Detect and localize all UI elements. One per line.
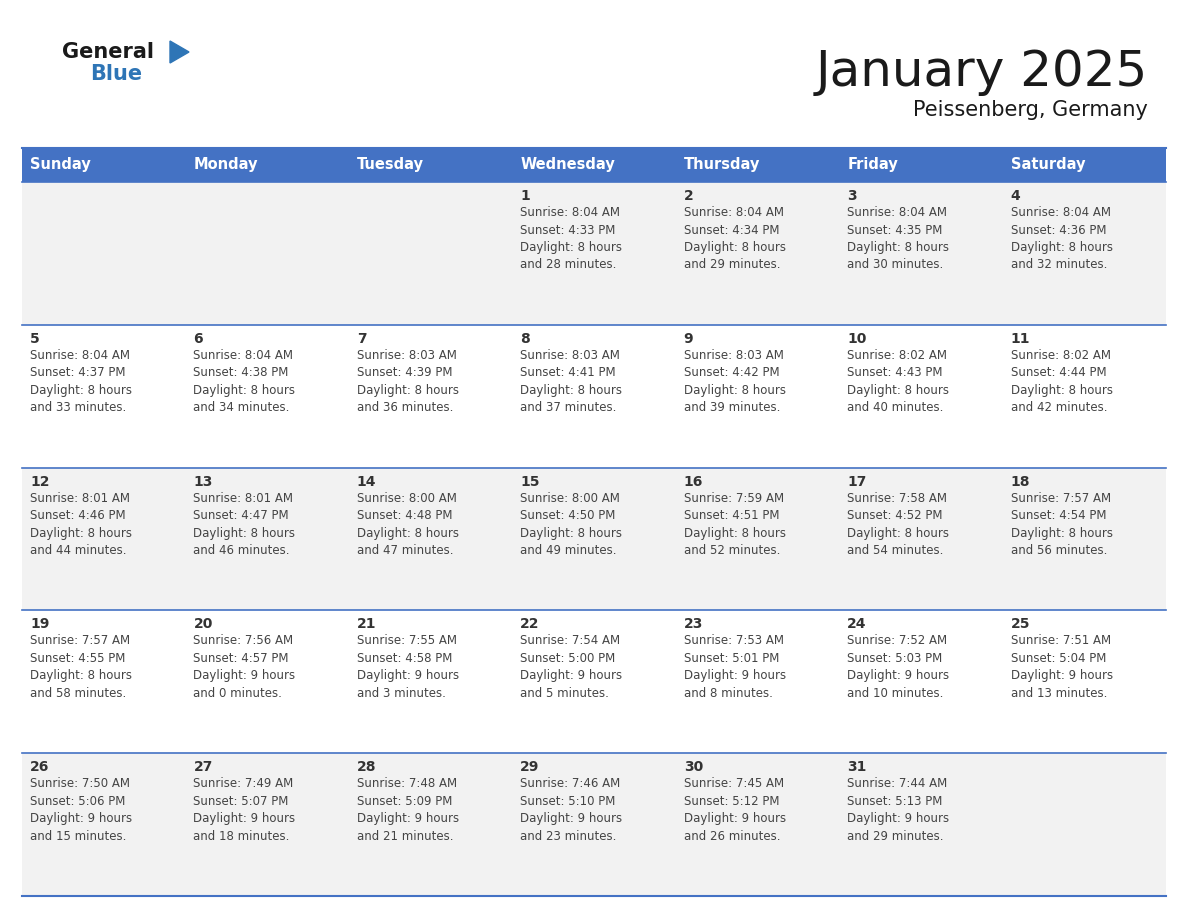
Text: 10: 10 [847, 331, 866, 346]
Text: Sunrise: 8:04 AM
Sunset: 4:37 PM
Daylight: 8 hours
and 33 minutes.: Sunrise: 8:04 AM Sunset: 4:37 PM Dayligh… [30, 349, 132, 414]
Text: 22: 22 [520, 618, 539, 632]
Text: Tuesday: Tuesday [356, 158, 424, 173]
Text: Sunrise: 7:52 AM
Sunset: 5:03 PM
Daylight: 9 hours
and 10 minutes.: Sunrise: 7:52 AM Sunset: 5:03 PM Dayligh… [847, 634, 949, 700]
Text: Thursday: Thursday [684, 158, 760, 173]
Text: Sunrise: 8:04 AM
Sunset: 4:33 PM
Daylight: 8 hours
and 28 minutes.: Sunrise: 8:04 AM Sunset: 4:33 PM Dayligh… [520, 206, 623, 272]
Text: 29: 29 [520, 760, 539, 774]
Text: Sunrise: 7:54 AM
Sunset: 5:00 PM
Daylight: 9 hours
and 5 minutes.: Sunrise: 7:54 AM Sunset: 5:00 PM Dayligh… [520, 634, 623, 700]
Text: 1: 1 [520, 189, 530, 203]
Text: Sunrise: 7:50 AM
Sunset: 5:06 PM
Daylight: 9 hours
and 15 minutes.: Sunrise: 7:50 AM Sunset: 5:06 PM Dayligh… [30, 778, 132, 843]
Text: 25: 25 [1011, 618, 1030, 632]
Text: January 2025: January 2025 [816, 48, 1148, 96]
Text: Blue: Blue [90, 64, 143, 84]
Text: 17: 17 [847, 475, 866, 488]
Text: 24: 24 [847, 618, 866, 632]
Text: Sunrise: 7:53 AM
Sunset: 5:01 PM
Daylight: 9 hours
and 8 minutes.: Sunrise: 7:53 AM Sunset: 5:01 PM Dayligh… [684, 634, 785, 700]
Text: 9: 9 [684, 331, 694, 346]
Text: Sunrise: 7:44 AM
Sunset: 5:13 PM
Daylight: 9 hours
and 29 minutes.: Sunrise: 7:44 AM Sunset: 5:13 PM Dayligh… [847, 778, 949, 843]
Text: Sunrise: 7:46 AM
Sunset: 5:10 PM
Daylight: 9 hours
and 23 minutes.: Sunrise: 7:46 AM Sunset: 5:10 PM Dayligh… [520, 778, 623, 843]
Text: 12: 12 [30, 475, 50, 488]
Polygon shape [170, 41, 189, 63]
Text: Sunrise: 7:56 AM
Sunset: 4:57 PM
Daylight: 9 hours
and 0 minutes.: Sunrise: 7:56 AM Sunset: 4:57 PM Dayligh… [194, 634, 296, 700]
Text: Sunrise: 8:04 AM
Sunset: 4:34 PM
Daylight: 8 hours
and 29 minutes.: Sunrise: 8:04 AM Sunset: 4:34 PM Dayligh… [684, 206, 785, 272]
Bar [23, 148, 1165, 182]
Text: Sunrise: 8:03 AM
Sunset: 4:41 PM
Daylight: 8 hours
and 37 minutes.: Sunrise: 8:03 AM Sunset: 4:41 PM Dayligh… [520, 349, 623, 414]
Text: 13: 13 [194, 475, 213, 488]
Text: 11: 11 [1011, 331, 1030, 346]
Text: Sunrise: 8:00 AM
Sunset: 4:48 PM
Daylight: 8 hours
and 47 minutes.: Sunrise: 8:00 AM Sunset: 4:48 PM Dayligh… [356, 492, 459, 557]
Text: 30: 30 [684, 760, 703, 774]
Text: Sunrise: 8:01 AM
Sunset: 4:47 PM
Daylight: 8 hours
and 46 minutes.: Sunrise: 8:01 AM Sunset: 4:47 PM Dayligh… [194, 492, 296, 557]
Text: 8: 8 [520, 331, 530, 346]
Text: Wednesday: Wednesday [520, 158, 615, 173]
Text: 19: 19 [30, 618, 50, 632]
Text: 26: 26 [30, 760, 50, 774]
Text: Sunrise: 8:03 AM
Sunset: 4:42 PM
Daylight: 8 hours
and 39 minutes.: Sunrise: 8:03 AM Sunset: 4:42 PM Dayligh… [684, 349, 785, 414]
Text: Sunrise: 8:01 AM
Sunset: 4:46 PM
Daylight: 8 hours
and 44 minutes.: Sunrise: 8:01 AM Sunset: 4:46 PM Dayligh… [30, 492, 132, 557]
Text: 28: 28 [356, 760, 377, 774]
Text: 31: 31 [847, 760, 866, 774]
Text: Peissenberg, Germany: Peissenberg, Germany [914, 100, 1148, 120]
Text: 16: 16 [684, 475, 703, 488]
Text: Sunrise: 8:00 AM
Sunset: 4:50 PM
Daylight: 8 hours
and 49 minutes.: Sunrise: 8:00 AM Sunset: 4:50 PM Dayligh… [520, 492, 623, 557]
Text: Sunday: Sunday [30, 158, 90, 173]
Text: 7: 7 [356, 331, 366, 346]
Text: Sunrise: 7:49 AM
Sunset: 5:07 PM
Daylight: 9 hours
and 18 minutes.: Sunrise: 7:49 AM Sunset: 5:07 PM Dayligh… [194, 778, 296, 843]
Text: 23: 23 [684, 618, 703, 632]
Text: 4: 4 [1011, 189, 1020, 203]
Bar [23, 182, 1165, 325]
Text: 2: 2 [684, 189, 694, 203]
Text: Sunrise: 8:04 AM
Sunset: 4:36 PM
Daylight: 8 hours
and 32 minutes.: Sunrise: 8:04 AM Sunset: 4:36 PM Dayligh… [1011, 206, 1113, 272]
Text: 14: 14 [356, 475, 377, 488]
Text: 15: 15 [520, 475, 539, 488]
Text: General: General [62, 42, 154, 62]
Text: Sunrise: 7:57 AM
Sunset: 4:55 PM
Daylight: 8 hours
and 58 minutes.: Sunrise: 7:57 AM Sunset: 4:55 PM Dayligh… [30, 634, 132, 700]
Bar [23, 610, 1165, 753]
Text: Saturday: Saturday [1011, 158, 1085, 173]
Text: Sunrise: 7:48 AM
Sunset: 5:09 PM
Daylight: 9 hours
and 21 minutes.: Sunrise: 7:48 AM Sunset: 5:09 PM Dayligh… [356, 778, 459, 843]
Text: 21: 21 [356, 618, 377, 632]
Bar [23, 753, 1165, 896]
Text: Sunrise: 7:45 AM
Sunset: 5:12 PM
Daylight: 9 hours
and 26 minutes.: Sunrise: 7:45 AM Sunset: 5:12 PM Dayligh… [684, 778, 785, 843]
Text: Sunrise: 7:58 AM
Sunset: 4:52 PM
Daylight: 8 hours
and 54 minutes.: Sunrise: 7:58 AM Sunset: 4:52 PM Dayligh… [847, 492, 949, 557]
Text: Sunrise: 7:59 AM
Sunset: 4:51 PM
Daylight: 8 hours
and 52 minutes.: Sunrise: 7:59 AM Sunset: 4:51 PM Dayligh… [684, 492, 785, 557]
Text: Sunrise: 8:02 AM
Sunset: 4:43 PM
Daylight: 8 hours
and 40 minutes.: Sunrise: 8:02 AM Sunset: 4:43 PM Dayligh… [847, 349, 949, 414]
Text: 5: 5 [30, 331, 39, 346]
Text: Friday: Friday [847, 158, 898, 173]
Text: Sunrise: 8:04 AM
Sunset: 4:35 PM
Daylight: 8 hours
and 30 minutes.: Sunrise: 8:04 AM Sunset: 4:35 PM Dayligh… [847, 206, 949, 272]
Text: Sunrise: 7:51 AM
Sunset: 5:04 PM
Daylight: 9 hours
and 13 minutes.: Sunrise: 7:51 AM Sunset: 5:04 PM Dayligh… [1011, 634, 1113, 700]
Text: Sunrise: 8:04 AM
Sunset: 4:38 PM
Daylight: 8 hours
and 34 minutes.: Sunrise: 8:04 AM Sunset: 4:38 PM Dayligh… [194, 349, 296, 414]
Text: Sunrise: 7:57 AM
Sunset: 4:54 PM
Daylight: 8 hours
and 56 minutes.: Sunrise: 7:57 AM Sunset: 4:54 PM Dayligh… [1011, 492, 1113, 557]
Bar [23, 325, 1165, 467]
Text: 27: 27 [194, 760, 213, 774]
Text: Monday: Monday [194, 158, 258, 173]
Text: Sunrise: 7:55 AM
Sunset: 4:58 PM
Daylight: 9 hours
and 3 minutes.: Sunrise: 7:55 AM Sunset: 4:58 PM Dayligh… [356, 634, 459, 700]
Text: 18: 18 [1011, 475, 1030, 488]
Bar [23, 467, 1165, 610]
Text: 3: 3 [847, 189, 857, 203]
Text: Sunrise: 8:02 AM
Sunset: 4:44 PM
Daylight: 8 hours
and 42 minutes.: Sunrise: 8:02 AM Sunset: 4:44 PM Dayligh… [1011, 349, 1113, 414]
Text: 6: 6 [194, 331, 203, 346]
Text: 20: 20 [194, 618, 213, 632]
Text: Sunrise: 8:03 AM
Sunset: 4:39 PM
Daylight: 8 hours
and 36 minutes.: Sunrise: 8:03 AM Sunset: 4:39 PM Dayligh… [356, 349, 459, 414]
